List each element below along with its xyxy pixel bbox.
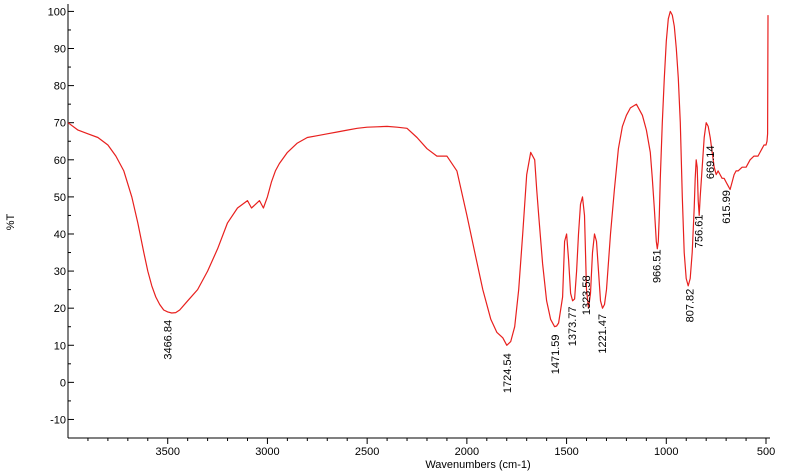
- y-tick-label: 90: [54, 44, 66, 56]
- peak-label: 1323.58: [581, 275, 593, 315]
- peak-label: 1471.59: [550, 335, 562, 375]
- plot-frame: [67, 4, 770, 439]
- y-tick-label: 10: [54, 340, 66, 352]
- peak-label: 669.14: [705, 146, 717, 180]
- x-ticks: 3500 3000 2500 2000 1500 1000 500: [87, 438, 775, 458]
- y-tick-label: 20: [54, 303, 66, 315]
- x-tick-label: 1000: [654, 446, 678, 458]
- series-group: [67, 10, 769, 346]
- y-tick-label: 60: [54, 155, 66, 167]
- y-tick-label: 40: [54, 229, 66, 241]
- y-tick-label: -10: [50, 414, 66, 426]
- peak-label: 1724.54: [502, 353, 514, 393]
- x-tick-label: 2000: [455, 446, 479, 458]
- x-tick-label: 3000: [255, 446, 279, 458]
- peak-label: 615.99: [721, 190, 733, 224]
- x-tick-label: 3500: [155, 446, 179, 458]
- y-axis-title: %T: [5, 213, 17, 230]
- x-tick-label: 2500: [355, 446, 379, 458]
- x-tick-label: 500: [757, 446, 775, 458]
- peak-label: 1221.47: [597, 314, 609, 354]
- x-axis-title: Wavenumbers (cm-1): [425, 459, 530, 471]
- x-tick-label: 1500: [554, 446, 578, 458]
- peak-label: 756.61: [694, 215, 706, 249]
- peak-label: 3466.84: [163, 320, 175, 360]
- y-tick-label: 30: [54, 266, 66, 278]
- peak-label: 807.82: [685, 289, 697, 323]
- y-tick-label: 80: [54, 81, 66, 93]
- y-tick-label: 100: [48, 6, 66, 18]
- spectrum-line: [67, 10, 769, 346]
- y-tick-label: 70: [54, 118, 66, 130]
- peak-label: 1373.77: [567, 307, 579, 347]
- y-tick-label: 0: [60, 377, 66, 389]
- y-tick-label: 50: [54, 192, 66, 204]
- peak-label: 966.51: [651, 249, 663, 283]
